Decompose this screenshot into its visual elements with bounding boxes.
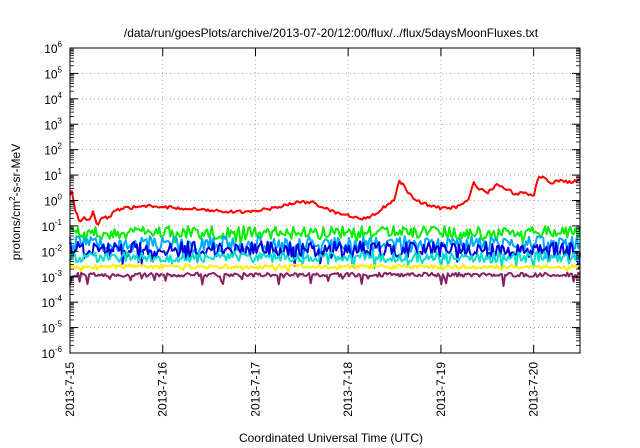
y-tick-base: 10	[44, 67, 58, 81]
y-tick-base: 10	[44, 195, 58, 209]
x-tick-label: 2013-7-20	[527, 362, 541, 417]
grid-lines	[70, 48, 580, 353]
y-tick-exponent: -1	[55, 218, 63, 227]
x-tick-label: 2013-7-16	[156, 362, 170, 417]
y-tick-exponent: 2	[58, 142, 63, 151]
y-tick-base: 10	[42, 271, 56, 285]
y-tick-label: 105	[44, 65, 62, 81]
chart-title: /data/run/goesPlots/archive/2013-07-20/1…	[124, 26, 539, 40]
x-tick-label: 2013-7-17	[248, 362, 262, 417]
axis-ticks	[69, 47, 580, 354]
y-tick-exponent: -4	[55, 294, 63, 303]
y-tick-label: 10-4	[42, 294, 63, 310]
y-tick-labels: 10610510410310210110010-110-210-310-410-…	[42, 40, 63, 361]
y-tick-exponent: 6	[58, 40, 63, 49]
x-tick-labels: 2013-7-15 2013-7-16 2013-7-17 2013-7-18 2013…	[63, 362, 541, 417]
plot-series	[69, 175, 581, 288]
y-tick-exponent: 5	[58, 65, 63, 74]
y-tick-base: 10	[42, 296, 56, 310]
y-tick-label: 10-2	[42, 243, 63, 259]
y-tick-base: 10	[44, 169, 58, 183]
x-tick-label: 2013-7-19	[434, 362, 448, 417]
y-tick-base: 10	[44, 93, 58, 107]
y-tick-exponent: -3	[55, 269, 63, 278]
y-tick-label: 10-1	[42, 218, 63, 234]
series-line	[69, 250, 581, 270]
y-tick-label: 10-6	[42, 345, 63, 361]
y-tick-base: 10	[42, 245, 56, 259]
y-tick-label: 10-5	[42, 320, 63, 336]
y-tick-label: 101	[44, 167, 62, 183]
y-tick-base: 10	[44, 118, 58, 132]
series-line	[69, 263, 581, 273]
y-tick-base: 10	[42, 220, 56, 234]
y-tick-label: 106	[44, 40, 62, 56]
y-tick-exponent: 0	[58, 193, 63, 202]
series-line	[69, 225, 581, 245]
y-tick-label: 103	[44, 116, 62, 132]
y-tick-label: 100	[44, 193, 62, 209]
y-axis-label-text: protons/cm	[9, 201, 23, 260]
x-axis-label: Coordinated Universal Time (UTC)	[239, 431, 423, 445]
y-axis-label-units: -s-sr-MeV	[9, 144, 23, 197]
y-tick-exponent: -6	[55, 345, 63, 354]
y-axis-label-superscript: 2	[8, 196, 17, 201]
y-tick-exponent: -5	[55, 320, 63, 329]
series-line	[69, 235, 581, 265]
y-tick-label: 10-3	[42, 269, 63, 285]
series-line	[69, 271, 581, 288]
y-tick-exponent: -2	[55, 243, 63, 252]
x-tick-label: 2013-7-15	[63, 362, 77, 417]
series-line	[69, 175, 581, 226]
y-tick-base: 10	[42, 347, 56, 361]
y-tick-base: 10	[44, 42, 58, 56]
y-axis-label: protons/cm2-s-sr-MeV	[8, 144, 23, 260]
y-tick-exponent: 1	[58, 167, 63, 176]
y-tick-exponent: 3	[58, 116, 63, 125]
x-tick-label: 2013-7-18	[341, 362, 355, 417]
y-tick-base: 10	[42, 322, 56, 336]
y-tick-label: 104	[44, 91, 62, 107]
y-tick-label: 102	[44, 142, 62, 158]
y-tick-exponent: 4	[58, 91, 63, 100]
y-tick-base: 10	[44, 144, 58, 158]
